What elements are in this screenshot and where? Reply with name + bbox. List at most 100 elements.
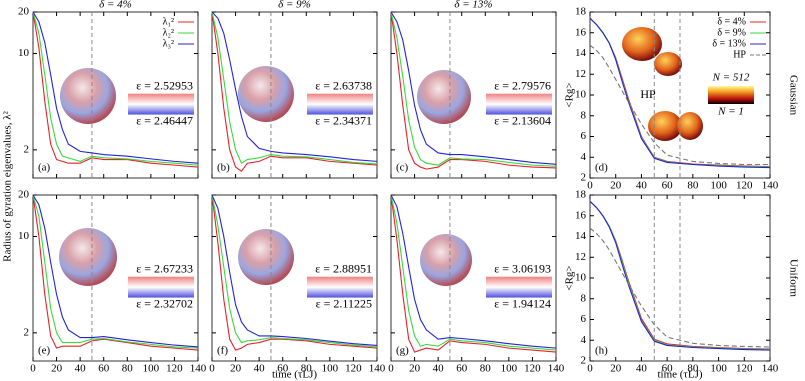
panel-label: (d) [595,162,608,174]
x-tick-label: 140 [762,363,779,375]
y-tick-label: 2 [24,143,30,155]
panel: 0 20 40 60 80 100 120 140 2 4 6 8 10 12 14 16 18 (h) time … [564,189,800,381]
series-line [390,194,557,353]
x-tick-label: 60 [98,363,110,375]
epsilon-bar [486,93,552,115]
protein-image [238,229,294,285]
x-tick-label: 60 [662,363,674,375]
plot-frame [390,194,557,362]
decorations [59,27,754,286]
x-tick-label: 60 [277,363,289,375]
x-tick-label: 140 [762,180,779,192]
x-tick-label: 40 [636,180,648,192]
x-tick-label: 40 [433,363,445,375]
annotation: ε = 2.79576 [494,78,551,92]
x-tick-label: 120 [166,363,183,375]
y-tick-label: 2 [581,172,587,184]
series-line [211,194,378,351]
column-title: δ = 13% [454,0,492,11]
legend-label: HP [733,49,746,60]
protein-image [417,70,471,124]
panel-label: (c) [396,162,409,174]
x-tick-label: 100 [710,363,727,375]
x-tick-label: 20 [610,180,622,192]
annotation: ε = 3.06193 [494,261,551,275]
y-tick-label: 14 [575,47,587,59]
series-line [32,194,199,348]
series-line [32,11,199,168]
series-line [390,11,557,170]
series-line [390,11,557,167]
series-line [211,11,378,162]
colorbar-label: N = 1 [717,106,744,118]
epsilon-bar [307,93,373,115]
x-tick-label: 120 [736,363,753,375]
panel: 0 20 40 60 80 100 120 140 ε = 2.88951 ε = 2.11225… [209,194,386,381]
x-tick-label: 80 [480,363,492,375]
series-line [390,194,557,349]
panel-label: (b) [217,162,230,174]
series-line [390,11,557,165]
epsilon-bar [128,276,194,298]
panel-label: (a) [38,162,51,174]
panel-label: (g) [396,345,409,357]
y-tick-label: 10 [575,89,587,101]
x-tick-label: 120 [524,363,541,375]
y-tick-label: 8 [581,109,587,121]
colorbar [708,86,754,104]
plot-frame [32,11,199,179]
y-tick-label: 10 [18,47,30,59]
x-tick-label: 60 [456,363,468,375]
series-line [32,11,199,166]
y-tick-label: 12 [575,251,586,263]
y-tick-label: 16 [575,209,587,221]
x-tick-label: 100 [322,363,339,375]
y-tick-label: 14 [575,230,587,242]
annotation: HP [640,87,656,101]
column-title: δ = 4% [99,0,132,11]
y-tick-label: 18 [575,189,587,201]
protein-image [60,68,116,124]
epsilon-bar [128,93,194,115]
x-tick-label: 120 [345,363,362,375]
x-tick-label: 100 [143,363,160,375]
x-tick-label: 20 [230,363,242,375]
x-tick-label: 120 [736,180,753,192]
panel: 0 20 40 60 80 100 120 140 ε = 3.06193 ε = 1.94124… [388,194,565,375]
panel: ε = 2.79576 ε = 2.13604 (c) δ = 13% [390,0,557,179]
series-line [211,194,378,347]
plot-frame [211,11,378,179]
y-tick-label: 10 [18,230,30,242]
x-tick-label: 20 [610,363,622,375]
x-tick-label: 0 [209,363,215,375]
y-tick-label: 4 [581,151,587,163]
panel: 0 20 40 60 80 100 120 140 2 10 20 ε = 2.67233 ε = 2.… [18,189,207,375]
x-axis-title: time (τLJ) [272,369,317,381]
series-line [32,194,199,349]
y-tick-label: 20 [18,189,30,201]
epsilon-bar [486,276,552,298]
y-tick-label: 2 [581,355,587,367]
hp-image [648,111,682,141]
series-line [32,194,199,351]
series-line [32,11,199,164]
y-tick-label: 20 [18,6,30,18]
plot-frame [211,194,378,362]
y-tick-label: 2 [24,326,30,338]
series-line [390,194,557,351]
y-tick-label: 18 [575,6,587,18]
annotation: ε = 2.13604 [494,113,551,127]
series-line [211,194,378,348]
hp-image [622,27,662,61]
annotation: ε = 2.88951 [315,261,372,275]
legend-label: λ₃² [163,38,174,49]
y-tick-label: 8 [581,292,587,304]
annotation: ε = 2.63738 [315,78,372,92]
y-axis-title: <Rg> [564,82,576,107]
y-tick-label: 10 [575,272,587,284]
x-tick-label: 80 [122,363,134,375]
panel: ε = 2.63738 ε = 2.34371 (b) δ = 9% [211,0,378,179]
plot-frame [32,194,199,362]
x-tick-label: 20 [409,363,421,375]
